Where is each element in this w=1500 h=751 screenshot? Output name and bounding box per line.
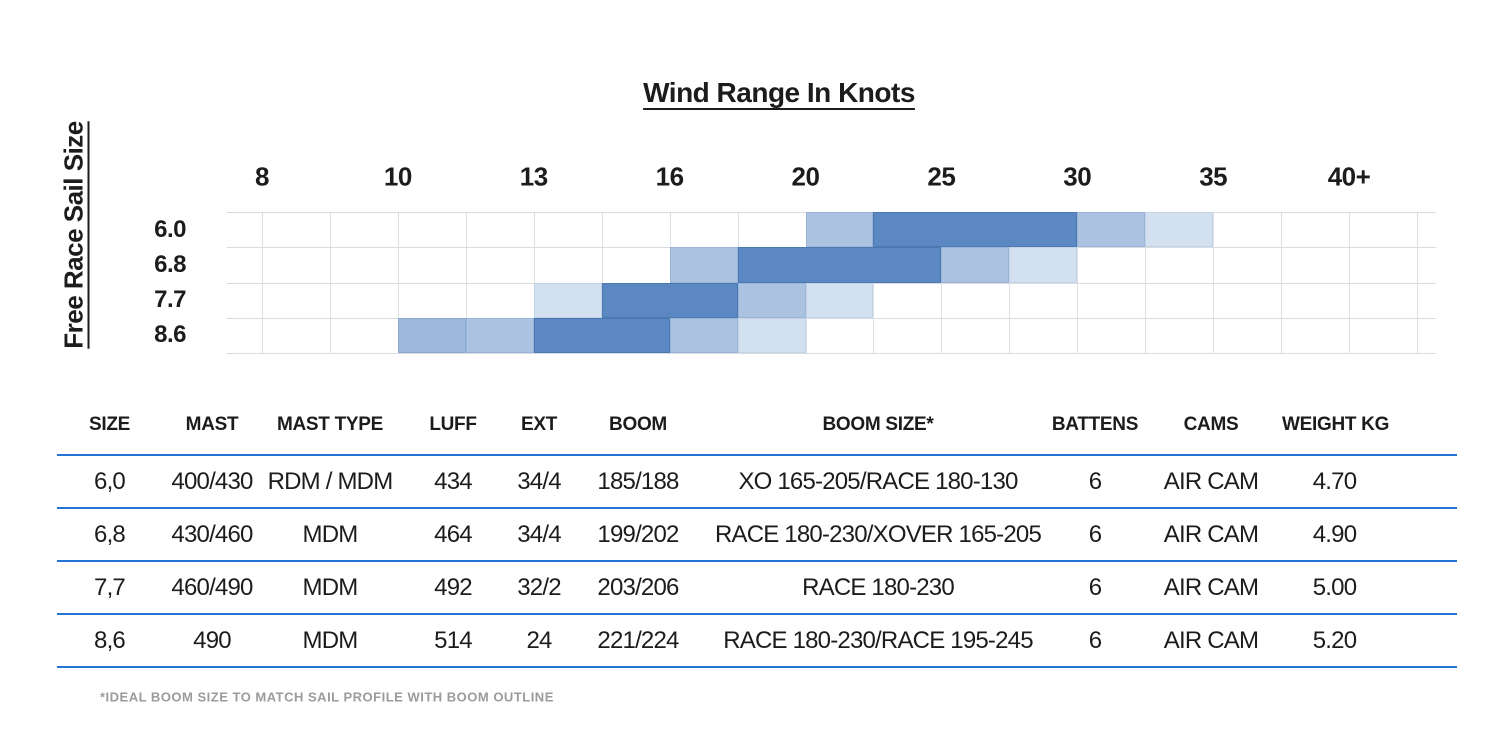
x-tick-label: 20	[791, 161, 820, 192]
header-cell: MAST	[162, 395, 262, 456]
table-cell: 6	[1050, 508, 1140, 562]
heatmap-cell	[941, 247, 1010, 283]
table-cell: MDM	[262, 508, 398, 562]
table-cell: 6	[1050, 614, 1140, 668]
table-cell: 434	[398, 455, 508, 509]
header-cell: LUFF	[398, 395, 508, 456]
heatmap-cell	[397, 317, 466, 353]
header-cell: WEIGHT KG	[1282, 395, 1457, 456]
chart-title: Wind Range In Knots	[643, 77, 915, 108]
table-cell: 6,0	[57, 455, 162, 509]
table-cell: 34/4	[508, 508, 570, 562]
table-cell: 199/202	[570, 508, 706, 562]
table-row: 6,0 400/430 RDM / MDM 434 34/4 185/188 XO 165-…	[57, 455, 1457, 509]
table-cell: AIR CAM	[1140, 508, 1282, 562]
x-tick-label: 10	[383, 161, 412, 192]
table-row: 7,7 460/490 MDM 492 32/2 203/206 RACE 180-230 6…	[57, 561, 1457, 615]
header-cell: BOOM	[570, 395, 706, 456]
table-cell: 8,6	[57, 614, 162, 668]
table-cell: 5.00	[1282, 561, 1457, 615]
table-cell: 7,7	[57, 561, 162, 615]
table-cell: 6	[1050, 455, 1140, 509]
heatmap-cell	[669, 317, 738, 353]
table-cell: 6	[1050, 561, 1140, 615]
table-cell: MDM	[262, 561, 398, 615]
table-row: 6,8 430/460 MDM 464 34/4 199/202 RACE 180-230/…	[57, 508, 1457, 562]
table-cell: 4.70	[1282, 455, 1457, 509]
table-cell: RACE 180-230	[706, 561, 1050, 615]
x-tick-label: 40+	[1327, 161, 1371, 192]
table-cell: 203/206	[570, 561, 706, 615]
table-cell: 490	[162, 614, 262, 668]
table-cell: AIR CAM	[1140, 614, 1282, 668]
x-tick-label: 13	[519, 161, 548, 192]
row-label: 6.0	[154, 215, 186, 243]
heatmap-cell	[737, 247, 942, 283]
row-label: 7.7	[154, 286, 186, 314]
table-cell: 492	[398, 561, 508, 615]
x-tick-label: 35	[1199, 161, 1228, 192]
row-label: 8.6	[154, 321, 186, 349]
heatmap-cell	[533, 282, 602, 318]
heatmap-cell	[737, 282, 806, 318]
table-cell: AIR CAM	[1140, 455, 1282, 509]
heatmap-cell	[805, 212, 874, 248]
heatmap-cell	[669, 247, 738, 283]
x-tick-label: 16	[655, 161, 684, 192]
header-cell: SIZE	[57, 395, 162, 456]
table-cell: XO 165-205/RACE 180-130	[706, 455, 1050, 509]
heatmap-cell	[873, 212, 1078, 248]
table-cell: 32/2	[508, 561, 570, 615]
heatmap-cell	[737, 317, 806, 353]
table-cell: 185/188	[570, 455, 706, 509]
header-row: SIZE MAST MAST TYPE LUFF EXT BOOM BOOM SIZE* BA…	[57, 395, 1457, 456]
table-row: 8,6 490 MDM 514 24 221/224 RACE 180-230/RACE 1…	[57, 614, 1457, 668]
spec-table-body: 6,0 400/430 RDM / MDM 434 34/4 185/188 XO 165-…	[57, 455, 1457, 668]
heatmap-cell	[465, 317, 534, 353]
table-cell: AIR CAM	[1140, 561, 1282, 615]
header-cell: BOOM SIZE*	[706, 395, 1050, 456]
table-cell: 514	[398, 614, 508, 668]
row-label: 6.8	[154, 250, 186, 278]
table-cell: RACE 180-230/RACE 195-245	[706, 614, 1050, 668]
boom-size-footnote: *IDEAL BOOM SIZE TO MATCH SAIL PROFILE W…	[100, 689, 554, 705]
table-cell: 460/490	[162, 561, 262, 615]
x-tick-label: 30	[1063, 161, 1092, 192]
table-cell: 430/460	[162, 508, 262, 562]
table-cell: 4.90	[1282, 508, 1457, 562]
table-cell: 6,8	[57, 508, 162, 562]
gridline-horizontal	[227, 317, 1436, 319]
gridline-horizontal	[227, 353, 1436, 354]
header-cell: MAST TYPE	[262, 395, 398, 456]
table-cell: 34/4	[508, 455, 570, 509]
heatmap-cell	[1145, 212, 1214, 248]
table-cell: RACE 180-230/XOVER 165-205	[706, 508, 1050, 562]
spec-table: SIZE MAST MAST TYPE LUFF EXT BOOM BOOM SIZE* BA…	[57, 395, 1457, 668]
heatmap-grid	[227, 212, 1436, 354]
header-cell: BATTENS	[1050, 395, 1140, 456]
table-cell: RDM / MDM	[262, 455, 398, 509]
table-cell: 5.20	[1282, 614, 1457, 668]
x-tick-label: 25	[927, 161, 956, 192]
heatmap-cell	[601, 282, 738, 318]
table-cell: MDM	[262, 614, 398, 668]
table-cell: 24	[508, 614, 570, 668]
header-cell: EXT	[508, 395, 570, 456]
x-tick-label: 8	[255, 161, 269, 192]
spec-table-head: SIZE MAST MAST TYPE LUFF EXT BOOM BOOM SIZE* BA…	[57, 395, 1457, 456]
table-cell: 464	[398, 508, 508, 562]
table-cell: 400/430	[162, 455, 262, 509]
heatmap-cell	[1077, 212, 1146, 248]
header-cell: CAMS	[1140, 395, 1282, 456]
table-cell: 221/224	[570, 614, 706, 668]
heatmap-cell	[805, 282, 874, 318]
y-axis-label: Free Race Sail Size	[58, 121, 89, 349]
heatmap-cell	[533, 317, 670, 353]
heatmap-cell	[1009, 247, 1078, 283]
